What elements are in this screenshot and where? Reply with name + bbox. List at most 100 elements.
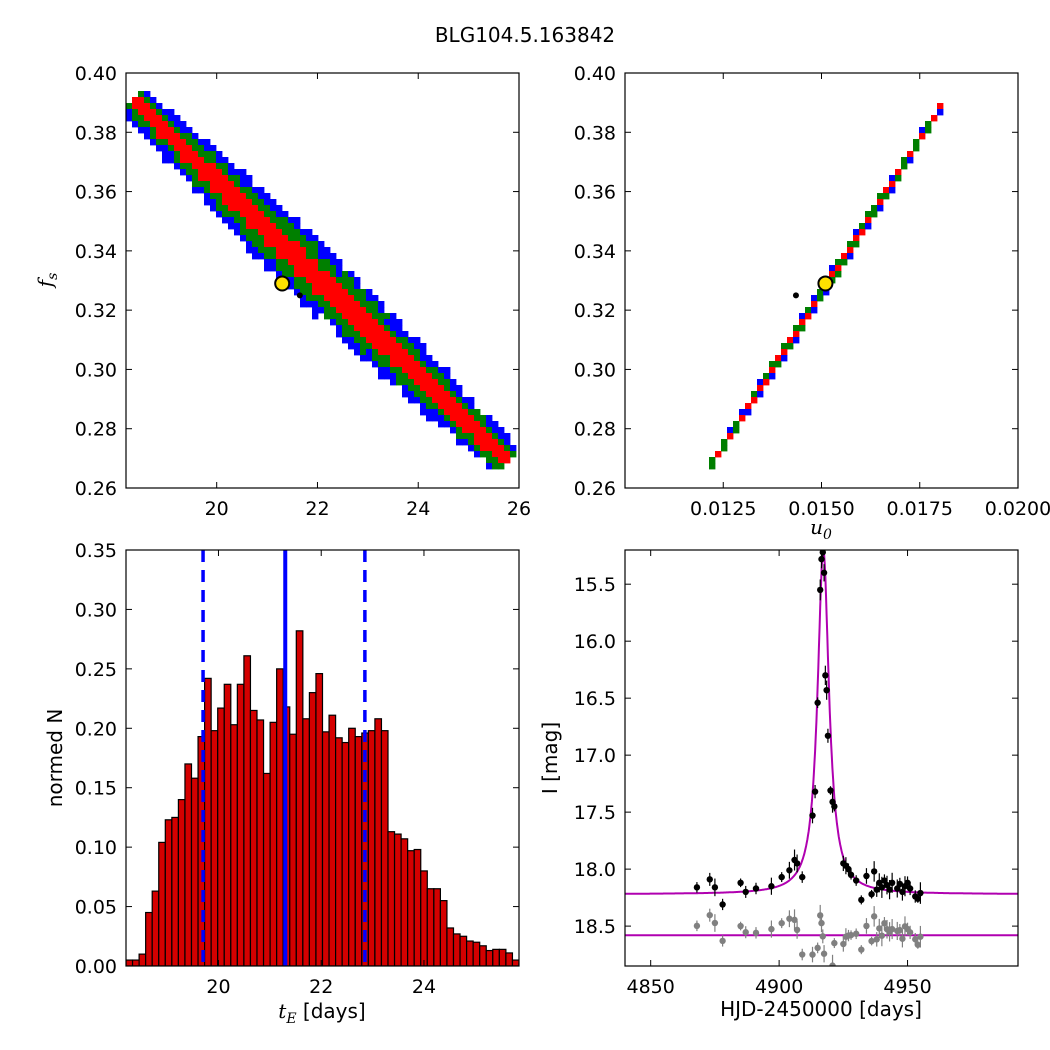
tE-fs-cell (396, 337, 403, 344)
tE-fs-cell (384, 337, 391, 344)
tE-fs-cell (408, 349, 415, 356)
tE-fs-cell (234, 199, 241, 206)
tE-fs-cell (348, 313, 355, 320)
tE-hist-y-tick-label: 0.35 (75, 540, 117, 562)
tE-fs-cell (456, 421, 463, 428)
tE-histogram-bar (308, 692, 317, 966)
residual-data-point (752, 929, 760, 937)
tE-fs-cell (126, 109, 133, 116)
tE-fs-cell (396, 379, 403, 386)
tE-fs-cell (156, 133, 163, 140)
tE-fs-cell (270, 259, 277, 266)
tE-fs-cell (282, 229, 289, 236)
tE-fs-cell (276, 271, 283, 278)
tE-fs-cell (222, 217, 229, 224)
tE-fs-cell (444, 391, 451, 398)
tE-fs-cell (240, 175, 247, 182)
u0-fs-cell (721, 445, 728, 452)
tE-fs-cell (420, 409, 427, 416)
residual-data-point (829, 962, 836, 966)
tE-fs-cell (300, 247, 307, 254)
u0-fs-cell (829, 271, 836, 278)
tE-fs-cell (456, 409, 463, 416)
residual-data-point (914, 941, 922, 948)
tE-fs-cell (312, 253, 319, 260)
tE-fs-cell (372, 331, 379, 338)
tE-histogram-bar (138, 953, 147, 966)
tE-fs-cell (132, 97, 139, 104)
tE-fs-cell (336, 319, 343, 326)
tE-fs-cell (192, 169, 199, 176)
u0-fs-cell (811, 295, 818, 302)
tE-fs-cell (282, 247, 289, 254)
tE-fs-cell (252, 211, 259, 218)
tE-fs-cell (336, 331, 343, 338)
tE-fs-cell (372, 307, 379, 314)
tE-fs-cell (456, 403, 463, 410)
tE-fs-cell (180, 169, 187, 176)
residual-data-point (906, 929, 914, 936)
tE-fs-cell (150, 121, 157, 128)
tE-fs-cell (246, 187, 253, 194)
tE-fs-cell (450, 409, 457, 416)
tE-fs-cell (222, 211, 229, 218)
tE-fs-cell (378, 301, 385, 308)
tE-histogram-bar (511, 959, 519, 966)
tE-histogram-bar (230, 724, 238, 966)
tE-fs-cell (240, 235, 247, 242)
tE-fs-cell (294, 265, 301, 272)
tE-fs-cell (294, 217, 301, 224)
u0-fs-cell (799, 325, 806, 332)
u0-fs-cell (847, 241, 854, 248)
tE-histogram-bar (498, 948, 507, 966)
tE-fs-cell (204, 163, 211, 170)
tE-fs-cell (276, 211, 283, 218)
tE-fs-cell (408, 337, 415, 344)
residual-data-point (840, 940, 847, 948)
tE-fs-cell (312, 283, 319, 290)
tE-fs-cell (288, 247, 295, 254)
tE-fs-cell (408, 343, 415, 350)
tE-fs-cell (282, 271, 289, 278)
tE-fs-cell (216, 211, 223, 218)
tE-fs-cell (378, 319, 385, 326)
tE-fs-cell (174, 151, 181, 158)
tE-fs-cell (252, 247, 259, 254)
tE-fs-cell (162, 139, 169, 146)
tE-fs-cell (366, 355, 373, 362)
tE-fs-cell (294, 235, 301, 242)
tE-fs-cell (384, 325, 391, 332)
tE-fs-cell (402, 361, 409, 368)
tE-fs-cell (324, 247, 331, 254)
u0-fs-cell (721, 439, 728, 446)
u0-fs-posterior-cells (709, 103, 944, 470)
tE-fs-cell (312, 301, 319, 308)
tE-fs-cell (348, 277, 355, 284)
tE-histogram-bar (177, 798, 186, 966)
tE-fs-cell (492, 427, 499, 434)
tE-fs-cell (492, 439, 499, 446)
tE-histogram-bar (413, 848, 422, 966)
tE-fs-cell (354, 331, 361, 338)
tE-histogram-bar (492, 948, 500, 966)
tE-fs-cell (330, 253, 337, 260)
tE-fs-cell (324, 265, 331, 272)
tE-fs-cell (162, 157, 169, 164)
tE-fs-cell (420, 397, 427, 404)
tE-fs-cell (264, 247, 271, 254)
tE-fs-cell (396, 343, 403, 350)
tE-fs-cell (162, 115, 169, 122)
tE-fs-cell (162, 121, 169, 128)
tE-fs-cell (348, 307, 355, 314)
tE-fs-cell (390, 349, 397, 356)
tE-fs-cell (276, 235, 283, 242)
tE-fs-cell (408, 355, 415, 362)
tE-hist-y-tick-label: 0.10 (75, 837, 117, 859)
tE-fs-cell (300, 259, 307, 266)
tE-fs-cell (240, 217, 247, 224)
tE-fs-cell (426, 385, 433, 392)
tE-fs-cell (162, 151, 169, 158)
tE-fs-cell (282, 235, 289, 242)
tE-fs-cell (456, 385, 463, 392)
lightcurve-x-tick-label: 4900 (755, 976, 803, 998)
